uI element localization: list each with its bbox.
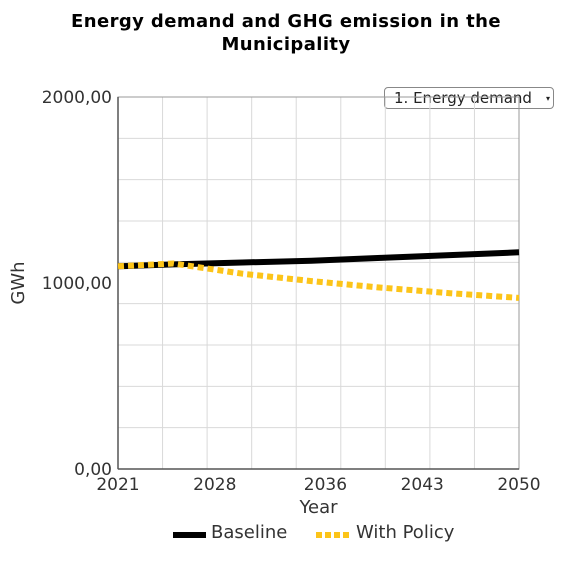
y-axis-label: GWh [8, 261, 29, 304]
x-tick-label: 2043 [401, 475, 444, 495]
x-tick-label: 2050 [497, 475, 540, 495]
indicator-select[interactable]: 1. Energy demand ▾ [384, 87, 554, 109]
legend-swatch-with-policy [316, 532, 349, 538]
x-axis-label: Year [298, 497, 338, 518]
indicator-select-value: 1. Energy demand [394, 89, 532, 107]
y-tick-label: 2000,00 [42, 88, 112, 108]
series-line-with-policy [117, 260, 520, 301]
x-tick-label: 2028 [193, 475, 236, 495]
chart-title-line-2: Municipality [221, 34, 351, 55]
x-tick-label: 2021 [96, 475, 139, 495]
legend-label-baseline: Baseline [211, 522, 288, 543]
chart-legend: Baseline With Policy [0, 520, 572, 550]
y-tick-label: 1000,00 [42, 274, 112, 294]
legend-label-with-policy: With Policy [356, 522, 455, 543]
x-tick-label: 2036 [304, 475, 347, 495]
chevron-down-icon: ▾ [545, 94, 550, 103]
legend-swatch-baseline [173, 532, 206, 538]
chart-title: Energy demand and GHG emission in the Mu… [0, 10, 572, 56]
y-tick-label: 0,00 [74, 460, 112, 480]
chart-title-line-1: Energy demand and GHG emission in the [71, 11, 501, 32]
